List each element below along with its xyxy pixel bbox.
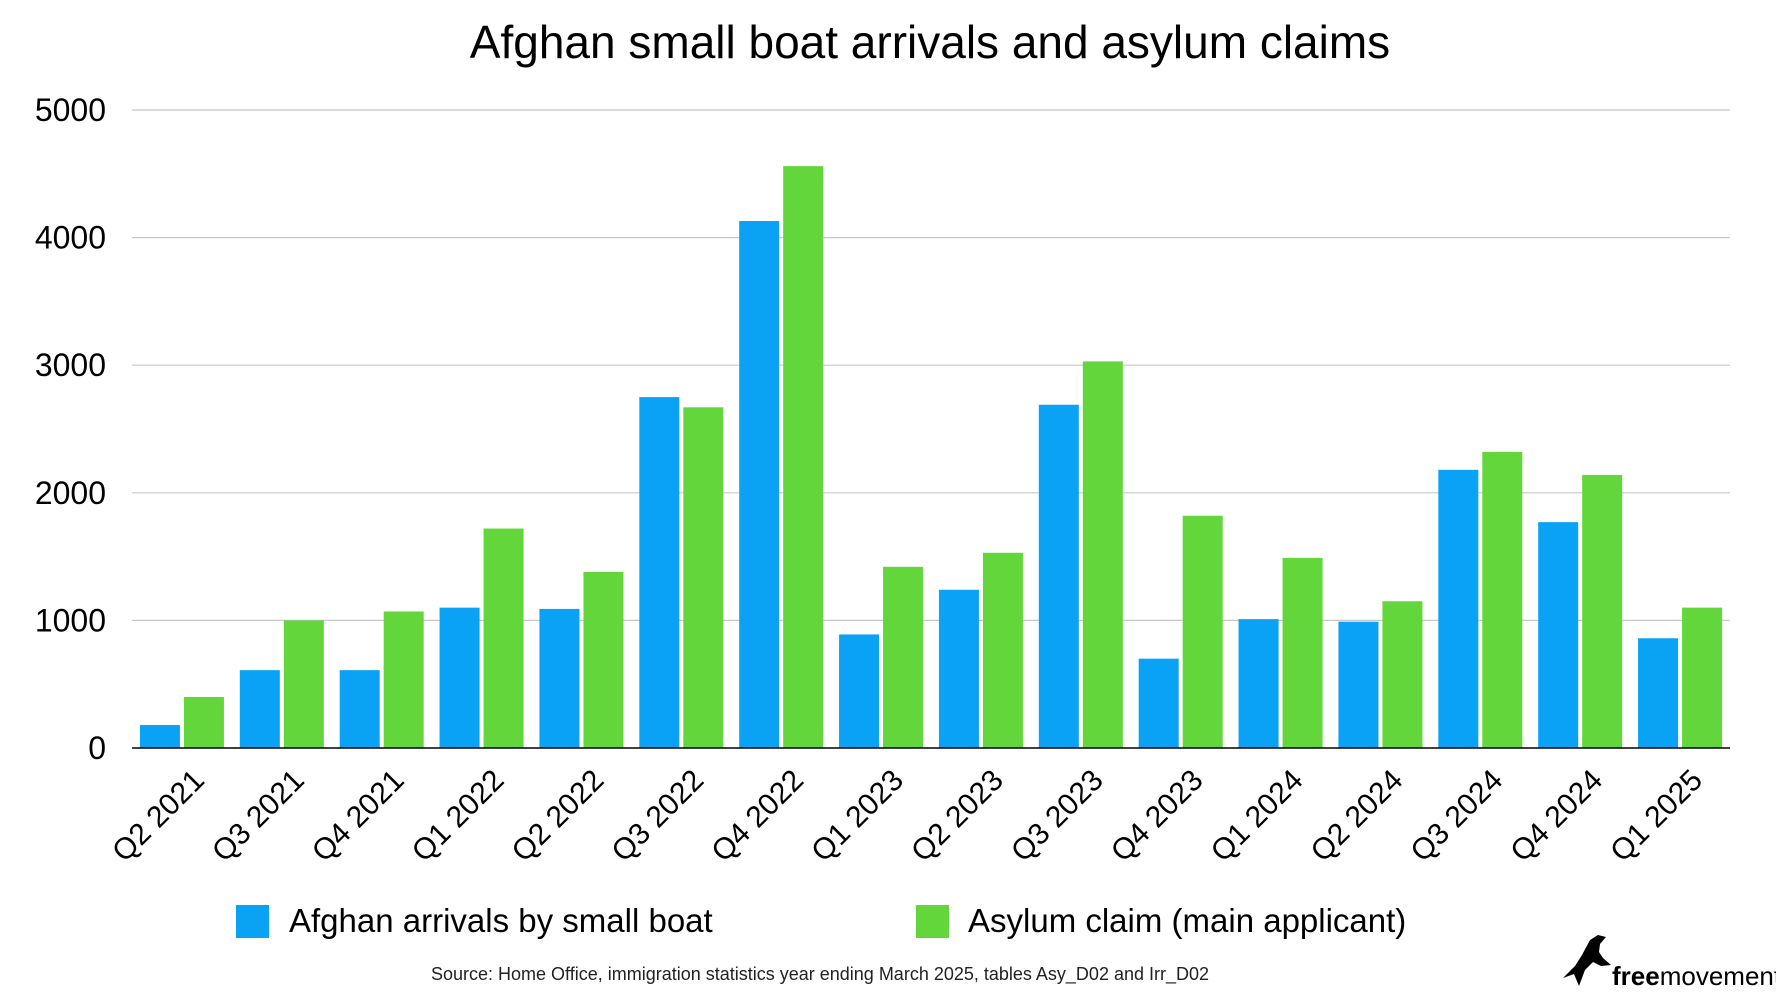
bar-asylum-claims [283, 620, 324, 748]
x-tick-label: Q1 2023 [805, 764, 910, 869]
bar-asylum-claims [1182, 515, 1223, 748]
bar-arrivals [439, 607, 480, 748]
bar-arrivals [1038, 404, 1079, 748]
x-tick-label: Q4 2021 [306, 764, 411, 869]
x-tick-label: Q1 2022 [406, 764, 511, 869]
legend-swatch [236, 905, 269, 938]
brand-name-light: movement [1660, 961, 1776, 991]
bar-asylum-claims [583, 571, 624, 748]
brand-name-bold: free [1612, 961, 1660, 991]
y-tick-label: 2000 [35, 475, 106, 511]
legend-label: Afghan arrivals by small boat [289, 902, 713, 939]
y-tick-label: 1000 [35, 602, 106, 638]
bar-arrivals [139, 725, 180, 748]
bars [139, 166, 1723, 749]
bar-asylum-claims [683, 407, 724, 748]
bar-arrivals [339, 670, 380, 748]
source-note: Source: Home Office, immigration statist… [431, 964, 1209, 985]
bar-arrivals [1538, 522, 1579, 748]
x-tick-label: Q1 2024 [1205, 764, 1310, 869]
x-tick-label: Q4 2023 [1105, 764, 1210, 869]
svg-text:freemovement: freemovement [1612, 961, 1776, 991]
bar-arrivals [239, 670, 280, 748]
x-tick-label: Q3 2024 [1405, 764, 1510, 869]
bar-asylum-claims [183, 696, 224, 748]
bird-logo-icon [1563, 935, 1611, 986]
bar-arrivals [639, 397, 680, 748]
bar-arrivals [1138, 658, 1179, 748]
y-tick-label: 0 [88, 730, 106, 766]
bar-asylum-claims [1382, 601, 1423, 748]
chart-title: Afghan small boat arrivals and asylum cl… [470, 16, 1390, 68]
bar-arrivals [938, 589, 979, 748]
bar-asylum-claims [883, 566, 924, 748]
bar-asylum-claims [1282, 557, 1323, 748]
brand-logo: freemovement [1563, 935, 1776, 991]
bar-arrivals [739, 221, 780, 749]
bar-arrivals [1438, 469, 1479, 748]
y-axis-ticks: 0 1000 2000 3000 4000 5000 [35, 92, 106, 766]
y-tick-label: 4000 [35, 220, 106, 256]
bar-asylum-claims [1582, 474, 1623, 748]
bar-asylum-claims [483, 528, 524, 748]
x-tick-label: Q3 2021 [206, 764, 311, 869]
bar-asylum-claims [783, 166, 824, 749]
bar-arrivals [539, 608, 580, 748]
x-tick-label: Q3 2022 [606, 764, 711, 869]
x-tick-label: Q1 2025 [1604, 764, 1709, 869]
bar-arrivals [839, 634, 880, 748]
x-tick-label: Q4 2024 [1504, 764, 1609, 869]
bar-arrivals [1638, 638, 1679, 748]
x-tick-label: Q2 2024 [1305, 764, 1410, 869]
bar-arrivals [1238, 619, 1279, 748]
bar-asylum-claims [1482, 451, 1523, 748]
x-tick-label: Q2 2021 [106, 764, 211, 869]
x-tick-label: Q4 2022 [705, 764, 810, 869]
bar-arrivals [1338, 621, 1379, 748]
bar-asylum-claims [1082, 361, 1123, 748]
legend-label: Asylum claim (main applicant) [968, 902, 1406, 939]
x-tick-label: Q2 2023 [905, 764, 1010, 869]
bar-asylum-claims [1682, 607, 1723, 748]
x-tick-label: Q2 2022 [506, 764, 611, 869]
y-tick-label: 3000 [35, 347, 106, 383]
bar-asylum-claims [982, 552, 1023, 748]
legend: Afghan arrivals by small boat Asylum clai… [236, 902, 1406, 939]
legend-swatch [916, 905, 949, 938]
x-tick-label: Q3 2023 [1005, 764, 1110, 869]
y-tick-label: 5000 [35, 92, 106, 128]
bar-asylum-claims [383, 611, 424, 748]
